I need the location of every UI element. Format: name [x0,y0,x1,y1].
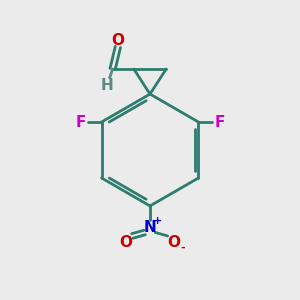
Text: -: - [180,243,185,253]
Text: N: N [144,220,156,235]
Text: F: F [214,115,225,130]
Text: O: O [111,33,124,48]
Text: F: F [75,115,85,130]
Text: O: O [168,235,181,250]
Text: H: H [101,78,114,93]
Text: +: + [153,216,162,226]
Text: O: O [119,235,132,250]
